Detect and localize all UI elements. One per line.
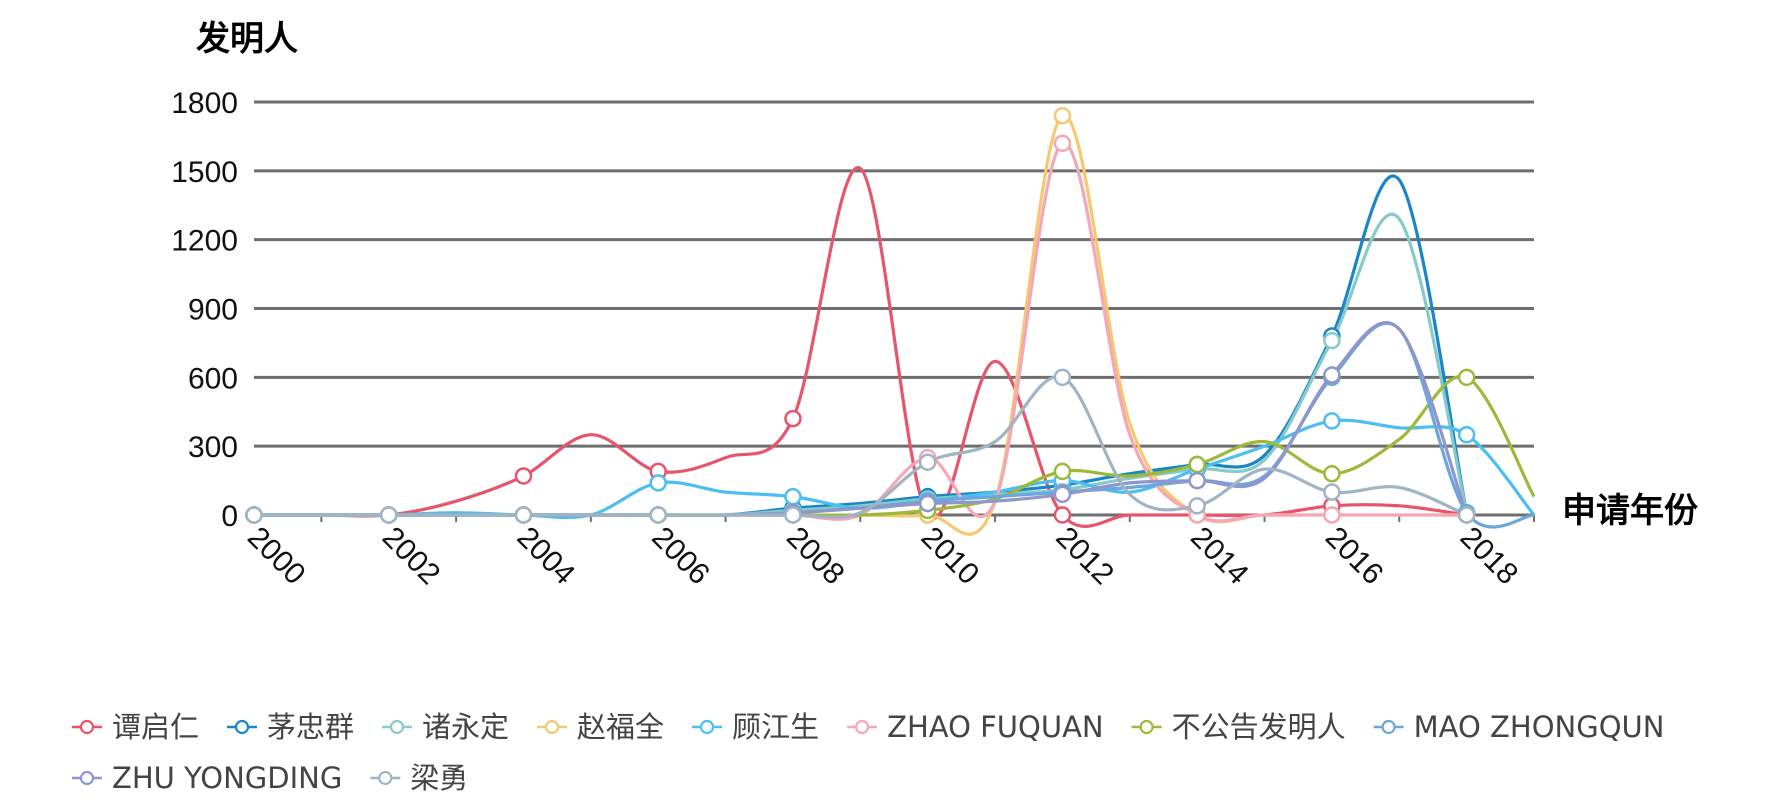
legend-marker (236, 721, 248, 733)
legend-item[interactable]: 谭启仁 (72, 710, 199, 744)
data-point (516, 508, 531, 523)
legend: 谭启仁 茅忠群 诸永定 赵福全 顾江生 ZHAO FUQUAN 不公告发明人 MAO ZHON… (72, 710, 1664, 795)
legend-item[interactable]: 诸永定 (382, 710, 509, 744)
legend-item[interactable]: 梁勇 (370, 761, 468, 795)
data-point (1324, 466, 1339, 481)
legend-marker (856, 721, 868, 733)
legend-item[interactable]: 不公告发明人 (1132, 710, 1346, 744)
data-point (785, 411, 800, 426)
data-point (785, 508, 800, 523)
legend-item[interactable]: 赵福全 (537, 710, 664, 744)
data-point (516, 468, 531, 483)
legend-label: ZHAO FUQUAN (887, 710, 1104, 744)
data-point (381, 508, 396, 523)
y-tick-label: 1800 (171, 87, 238, 120)
legend-item[interactable]: ZHU YONGDING (72, 761, 342, 795)
legend-marker (1141, 721, 1153, 733)
legend-label: MAO ZHONGQUN (1414, 710, 1665, 744)
series-line-6 (254, 143, 1467, 521)
x-tick-label: 2004 (511, 521, 582, 592)
x-axis-title: 申请年份 (1562, 491, 1698, 531)
data-point (1055, 136, 1070, 151)
data-point (1324, 333, 1339, 348)
legend-marker (81, 772, 93, 784)
legend-label: 顾江生 (732, 710, 819, 744)
y-tick-label: 1200 (171, 225, 238, 258)
legend-marker (1383, 721, 1395, 733)
x-tick-label: 2018 (1454, 521, 1525, 592)
legend-label: ZHU YONGDING (112, 761, 342, 795)
data-point (247, 508, 262, 523)
legend-label: 不公告发明人 (1172, 710, 1346, 744)
data-point (785, 489, 800, 504)
x-tick-label: 2008 (780, 521, 851, 592)
y-tick-label: 900 (188, 294, 238, 327)
x-axis: 2000 2002 2004 2006 2008 2010 2012 2014 2016 2018 (241, 515, 1534, 591)
legend-marker (701, 721, 713, 733)
series-line-3 (254, 214, 1467, 515)
x-tick-label: 2016 (1319, 521, 1390, 592)
legend-label: 梁勇 (410, 761, 468, 795)
legend-marker (546, 721, 558, 733)
series-line-2 (254, 176, 1467, 516)
y-tick-label: 0 (221, 500, 238, 533)
series-lines (254, 115, 1534, 534)
x-tick-label: 2012 (1049, 521, 1120, 592)
data-point (1459, 370, 1474, 385)
x-tick-label: 2006 (645, 521, 716, 592)
legend-item[interactable]: 顾江生 (692, 710, 819, 744)
data-point (1055, 370, 1070, 385)
data-point (1190, 457, 1205, 472)
data-point (1055, 108, 1070, 123)
data-point (1324, 413, 1339, 428)
x-tick-label: 2000 (241, 521, 312, 592)
data-point (1055, 464, 1070, 479)
x-tick-label: 2014 (1184, 521, 1255, 592)
legend-item[interactable]: MAO ZHONGQUN (1374, 710, 1665, 744)
data-point (1324, 508, 1339, 523)
y-tick-label: 1500 (171, 156, 238, 189)
legend-item[interactable]: 茅忠群 (227, 710, 354, 744)
data-point (651, 475, 666, 490)
legend-label: 谭启仁 (112, 710, 199, 744)
series-line-9 (254, 323, 1467, 516)
legend-marker (391, 721, 403, 733)
data-point (1190, 498, 1205, 513)
data-point (1459, 508, 1474, 523)
y-tick-label: 300 (188, 431, 238, 464)
data-point (1055, 508, 1070, 523)
data-point (1459, 427, 1474, 442)
x-tick-label: 2002 (376, 521, 447, 592)
legend-label: 赵福全 (577, 710, 664, 744)
x-tick-label: 2010 (915, 521, 986, 592)
data-point (1190, 473, 1205, 488)
data-point (651, 508, 666, 523)
y-axis-title: 发明人 (196, 19, 298, 59)
legend-marker (81, 721, 93, 733)
data-point (920, 455, 935, 470)
data-point (920, 496, 935, 511)
legend-item[interactable]: ZHAO FUQUAN (847, 710, 1104, 744)
legend-label: 诸永定 (422, 710, 509, 744)
data-point (1324, 368, 1339, 383)
legend-label: 茅忠群 (267, 710, 354, 744)
legend-marker (379, 772, 391, 784)
series-line-8 (254, 323, 1534, 527)
data-point (1055, 487, 1070, 502)
y-axis: 0 300 600 900 1200 1500 1800 (171, 87, 238, 533)
y-tick-label: 600 (188, 362, 238, 395)
data-point (1324, 485, 1339, 500)
